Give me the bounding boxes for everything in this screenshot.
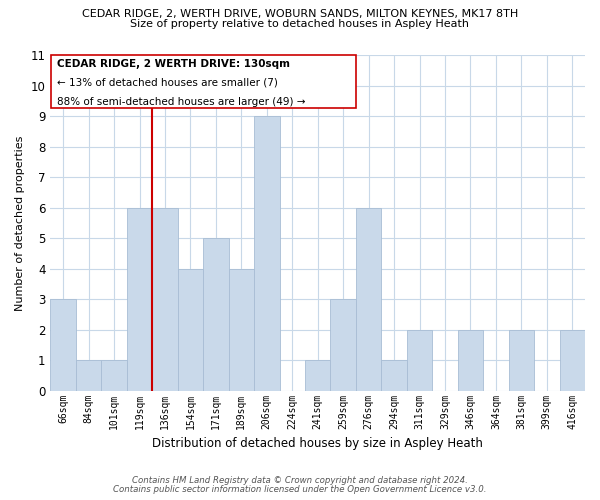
Bar bbox=[50, 299, 76, 390]
Bar bbox=[254, 116, 280, 390]
Bar bbox=[178, 268, 203, 390]
Text: Size of property relative to detached houses in Aspley Heath: Size of property relative to detached ho… bbox=[131, 19, 470, 29]
Bar bbox=[101, 360, 127, 390]
Bar bbox=[127, 208, 152, 390]
Bar bbox=[331, 299, 356, 390]
Bar bbox=[229, 268, 254, 390]
Bar bbox=[382, 360, 407, 390]
Text: CEDAR RIDGE, 2, WERTH DRIVE, WOBURN SANDS, MILTON KEYNES, MK17 8TH: CEDAR RIDGE, 2, WERTH DRIVE, WOBURN SAND… bbox=[82, 9, 518, 19]
X-axis label: Distribution of detached houses by size in Aspley Heath: Distribution of detached houses by size … bbox=[152, 437, 483, 450]
Bar bbox=[152, 208, 178, 390]
Text: ← 13% of detached houses are smaller (7): ← 13% of detached houses are smaller (7) bbox=[57, 78, 278, 88]
Text: 88% of semi-detached houses are larger (49) →: 88% of semi-detached houses are larger (… bbox=[57, 97, 306, 107]
Bar bbox=[509, 330, 534, 390]
Bar bbox=[356, 208, 382, 390]
Bar bbox=[203, 238, 229, 390]
Text: CEDAR RIDGE, 2 WERTH DRIVE: 130sqm: CEDAR RIDGE, 2 WERTH DRIVE: 130sqm bbox=[57, 58, 290, 68]
Text: Contains HM Land Registry data © Crown copyright and database right 2024.: Contains HM Land Registry data © Crown c… bbox=[132, 476, 468, 485]
Bar bbox=[560, 330, 585, 390]
Bar bbox=[458, 330, 483, 390]
Bar bbox=[305, 360, 331, 390]
Bar bbox=[407, 330, 432, 390]
Y-axis label: Number of detached properties: Number of detached properties bbox=[15, 135, 25, 310]
Text: Contains public sector information licensed under the Open Government Licence v3: Contains public sector information licen… bbox=[113, 485, 487, 494]
Bar bbox=[76, 360, 101, 390]
FancyBboxPatch shape bbox=[51, 55, 356, 108]
